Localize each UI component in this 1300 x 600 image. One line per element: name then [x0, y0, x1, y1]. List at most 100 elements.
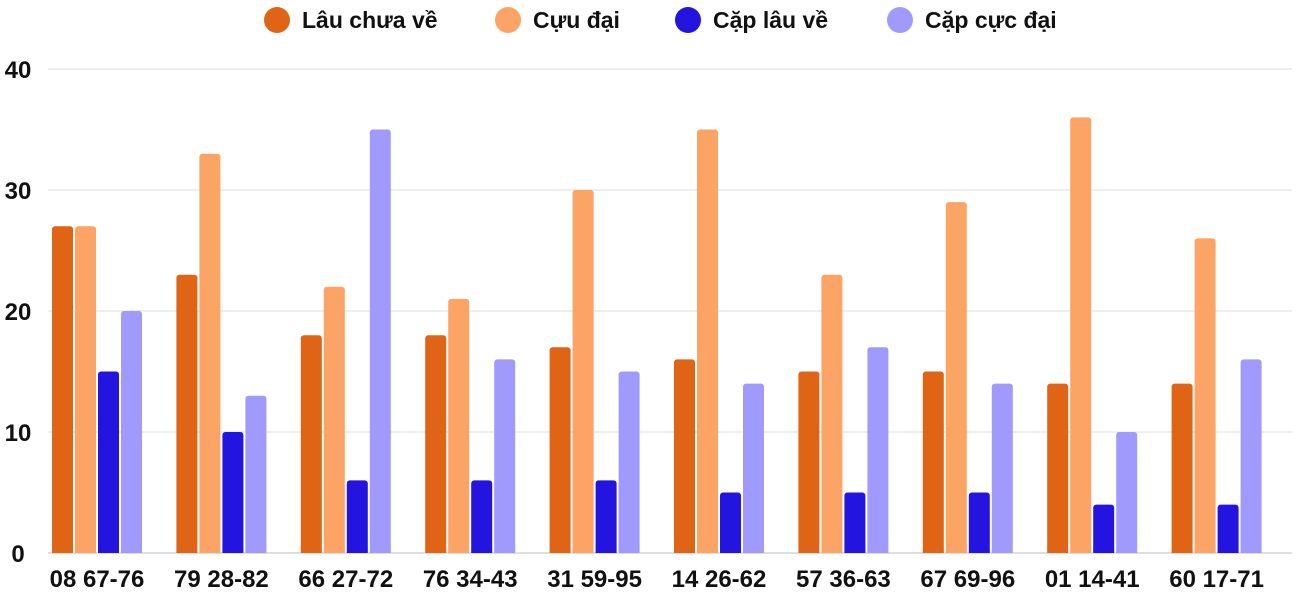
- legend-swatch: [675, 7, 701, 33]
- bar-base-cap-cuc-dai: [245, 550, 267, 553]
- bar-base-cap-cuc-dai: [867, 550, 889, 553]
- bar-base-cuu-dai: [448, 550, 470, 553]
- bar-base-cuu-dai: [697, 550, 718, 553]
- x-tick-label: 01 14-41: [1045, 566, 1140, 593]
- bar-base-lau-chua-ve: [798, 550, 820, 553]
- legend-swatch: [495, 7, 521, 33]
- bars: [52, 117, 1262, 554]
- bar-cap-lau-ve: [346, 480, 368, 553]
- bar-lau-chua-ve: [798, 371, 820, 553]
- x-tick-label: 60 17-71: [1169, 566, 1264, 593]
- bar-cap-lau-ve: [844, 492, 866, 553]
- bar-lau-chua-ve: [52, 226, 73, 554]
- bar-cap-cuc-dai: [1240, 359, 1262, 553]
- bar-base-cap-cuc-dai: [1116, 550, 1138, 553]
- bar-cap-cuc-dai: [867, 347, 889, 553]
- bar-base-lau-chua-ve: [176, 550, 198, 553]
- x-tick-label: 67 69-96: [920, 566, 1015, 593]
- bar-cap-lau-ve: [968, 492, 990, 553]
- bar-base-cuu-dai: [75, 550, 96, 553]
- bar-cap-cuc-dai: [1116, 432, 1138, 553]
- bar-cuu-dai: [448, 298, 470, 553]
- legend-label: Cặp cực đại: [925, 7, 1057, 33]
- bar-base-cap-lau-ve: [720, 550, 741, 553]
- legend-label: Lâu chưa về: [302, 7, 438, 33]
- bar-base-cap-lau-ve: [844, 550, 866, 553]
- y-tick-label: 0: [11, 541, 24, 568]
- legend-label: Cựu đại: [533, 7, 620, 33]
- bar-cap-cuc-dai: [494, 359, 516, 553]
- bar-cuu-dai: [572, 190, 594, 553]
- bar-lau-chua-ve: [1171, 383, 1193, 553]
- bar-base-cuu-dai: [1070, 550, 1092, 553]
- bar-cap-lau-ve: [471, 480, 493, 553]
- legend-swatch: [264, 7, 290, 33]
- bar-cap-lau-ve: [720, 492, 741, 553]
- bar-lau-chua-ve: [425, 335, 447, 553]
- legend-item-cap-lau-ve: Cặp lâu về: [675, 7, 828, 33]
- bar-base-cap-lau-ve: [968, 550, 990, 553]
- legend-item-cuu-dai: Cựu đại: [495, 7, 620, 33]
- y-axis-ticks: 0 10 20 30 40: [5, 57, 32, 568]
- bar-cap-lau-ve: [1093, 504, 1115, 553]
- bar-base-cap-cuc-dai: [494, 550, 516, 553]
- x-tick-label: 79 28-82: [174, 566, 269, 593]
- bar-base-cap-lau-ve: [222, 550, 244, 553]
- bar-lau-chua-ve: [176, 274, 198, 553]
- bar-cap-lau-ve: [222, 432, 244, 553]
- bar-base-lau-chua-ve: [674, 550, 695, 553]
- legend-swatch: [887, 7, 913, 33]
- bar-cap-cuc-dai: [369, 129, 391, 553]
- bar-cap-cuc-dai: [743, 383, 764, 553]
- bar-lau-chua-ve: [549, 347, 571, 553]
- bar-cap-cuc-dai: [121, 311, 142, 553]
- bar-cuu-dai: [75, 226, 96, 554]
- x-tick-label: 08 67-76: [50, 566, 145, 593]
- bar-base-cap-lau-ve: [346, 550, 368, 553]
- bar-base-cap-cuc-dai: [369, 550, 391, 553]
- bar-cuu-dai: [1194, 238, 1216, 553]
- legend-item-lau-chua-ve: Lâu chưa về: [264, 7, 438, 33]
- x-tick-label: 14 26-62: [672, 566, 767, 593]
- bar-base-cap-lau-ve: [471, 550, 493, 553]
- bar-base-lau-chua-ve: [425, 550, 447, 553]
- legend-label: Cặp lâu về: [713, 7, 828, 33]
- bar-base-lau-chua-ve: [300, 550, 322, 553]
- legend-item-cap-cuc-dai: Cặp cực đại: [887, 7, 1057, 33]
- bar-base-lau-chua-ve: [1171, 550, 1193, 553]
- bar-base-cap-cuc-dai: [743, 550, 764, 553]
- bar-base-cuu-dai: [1194, 550, 1216, 553]
- x-axis-ticks: 08 67-76 79 28-82 66 27-72 76 34-43 31 59-95…: [50, 566, 1264, 593]
- bar-cuu-dai: [945, 202, 967, 553]
- bar-base-cuu-dai: [323, 550, 345, 553]
- bar-base-lau-chua-ve: [1047, 550, 1069, 553]
- bar-base-cap-lau-ve: [1093, 550, 1115, 553]
- bar-base-cuu-dai: [821, 550, 843, 553]
- bar-cap-lau-ve: [98, 371, 119, 553]
- y-tick-label: 20: [5, 299, 32, 326]
- bar-base-lau-chua-ve: [549, 550, 571, 553]
- bar-lau-chua-ve: [922, 371, 944, 553]
- bar-lau-chua-ve: [1047, 383, 1069, 553]
- legend: Lâu chưa về Cựu đại Cặp lâu về Cặp cực đại: [264, 7, 1057, 33]
- bar-base-cap-lau-ve: [595, 550, 617, 553]
- bar-cap-lau-ve: [595, 480, 617, 553]
- y-tick-label: 40: [5, 57, 32, 84]
- bar-lau-chua-ve: [674, 359, 695, 553]
- y-tick-label: 10: [5, 420, 32, 447]
- bar-lau-chua-ve: [300, 335, 322, 553]
- bar-cuu-dai: [821, 274, 843, 553]
- bar-base-cuu-dai: [945, 550, 967, 553]
- y-tick-label: 30: [5, 178, 32, 205]
- bar-base-cap-cuc-dai: [1240, 550, 1262, 553]
- bar-cap-cuc-dai: [991, 383, 1013, 553]
- bar-base-lau-chua-ve: [52, 550, 73, 553]
- bar-cuu-dai: [697, 129, 718, 553]
- bar-cuu-dai: [323, 286, 345, 553]
- bar-cuu-dai: [1070, 117, 1092, 554]
- x-tick-label: 76 34-43: [423, 566, 518, 593]
- bar-base-cuu-dai: [572, 550, 594, 553]
- bar-cuu-dai: [199, 153, 221, 553]
- bar-base-cap-lau-ve: [1217, 550, 1239, 553]
